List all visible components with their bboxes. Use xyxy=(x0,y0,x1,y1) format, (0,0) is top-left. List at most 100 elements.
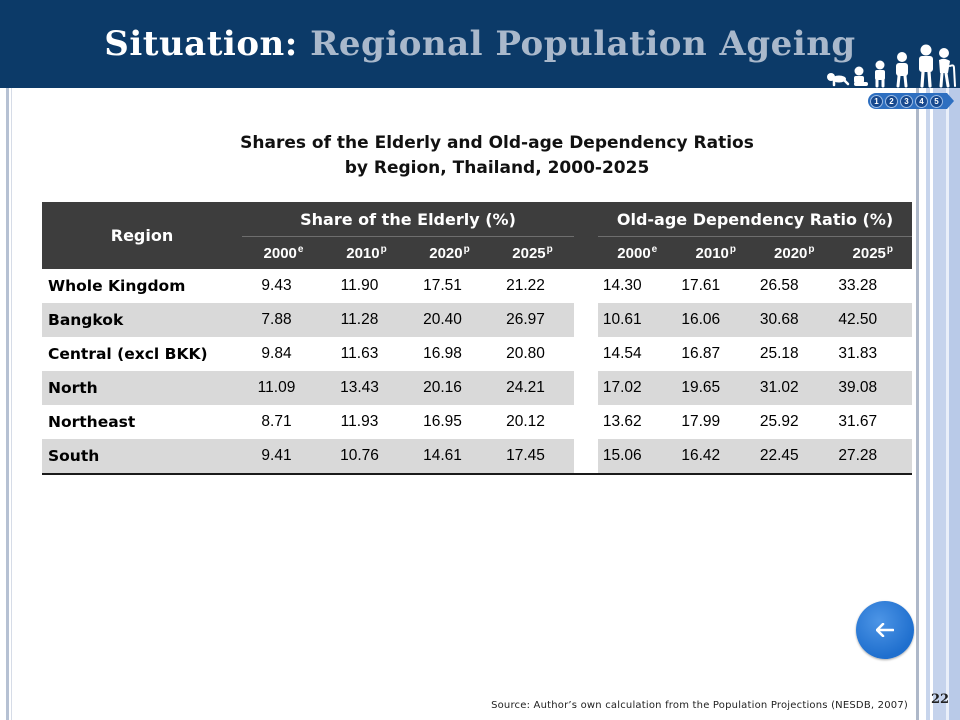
dependency-ratio-cell: 16.06 xyxy=(676,303,756,337)
year-label: 2025 xyxy=(852,244,886,262)
column-gap xyxy=(574,371,599,405)
elderly-share-cell: 17.51 xyxy=(423,277,462,294)
table-row: Whole Kingdom 9.43 11.90 17.51 21.22 14.… xyxy=(42,269,912,303)
teen-icon xyxy=(896,52,908,88)
dependency-ratio-cell: 31.67 xyxy=(838,413,878,430)
dependency-ratio-cell: 31.02 xyxy=(755,371,834,405)
dependency-ratio-cell: 14.30 xyxy=(602,277,642,294)
dependency-ratio-cell: 19.65 xyxy=(676,371,756,405)
year-header: 2010p xyxy=(676,236,756,269)
table-row: Central (excl BKK) 9.84 11.63 16.98 20.8… xyxy=(42,337,912,371)
year-mark: e xyxy=(297,243,304,255)
elderly-share-cell: 16.95 xyxy=(423,413,462,430)
year-header: 2020p xyxy=(408,236,491,269)
region-cell: Northeast xyxy=(48,413,136,431)
header-row-groups: Region Share of the Elderly (%) Old-age … xyxy=(42,202,913,269)
dependency-ratio-cell: 15.06 xyxy=(598,439,677,475)
elderly-share-cell: 16.98 xyxy=(423,345,462,362)
region-cell: Whole Kingdom xyxy=(48,277,186,295)
dependency-ratio-cell: 31.83 xyxy=(838,345,878,362)
elderly-share-cell: 11.90 xyxy=(340,277,379,294)
elderly-share-cell: 11.28 xyxy=(325,303,408,337)
elderly-share-cell: 21.22 xyxy=(506,277,545,294)
region-cell: Central (excl BKK) xyxy=(48,345,208,363)
year-label: 2000 xyxy=(617,244,651,262)
table-row: North 11.09 13.43 20.16 24.21 17.02 19.6… xyxy=(42,371,913,405)
elderly-share-group-header: Share of the Elderly (%) xyxy=(242,202,575,237)
region-cell: North xyxy=(42,371,242,405)
step-5-link[interactable]: 5 xyxy=(930,94,943,108)
table-row: South 9.41 10.76 14.61 17.45 15.06 16.42… xyxy=(42,439,913,475)
step-3-link[interactable]: 3 xyxy=(900,94,913,108)
header-row-years: 2000e 2010p 2020p 2025p 2000e 2010p 2020… xyxy=(42,236,913,269)
year-mark: e xyxy=(651,243,658,255)
elderly-share-cell: 17.45 xyxy=(491,439,575,475)
slide-header: Situation: Regional Population Ageing xyxy=(0,0,960,88)
source-note: Source: Author’s own calculation from th… xyxy=(491,700,908,711)
table-row: Northeast 8.71 11.93 16.95 20.12 13.62 1… xyxy=(42,405,912,439)
elderly-share-cell: 8.71 xyxy=(261,413,292,430)
year-label: 2010 xyxy=(346,244,380,262)
ageing-stages-icon xyxy=(827,44,956,88)
dependency-ratio-cell: 25.92 xyxy=(759,413,799,430)
column-gap xyxy=(574,303,599,337)
step-4-link[interactable]: 4 xyxy=(915,94,928,108)
caption-line-1: Shares of the Elderly and Old-age Depend… xyxy=(240,133,754,153)
elderly-share-cell: 20.40 xyxy=(408,303,491,337)
title-lead: Situation: xyxy=(104,24,298,64)
dependency-ratio-cell: 16.42 xyxy=(676,439,756,475)
elderly-share-cell: 26.97 xyxy=(491,303,575,337)
year-label: 2020 xyxy=(774,244,808,262)
year-label: 2000 xyxy=(263,244,297,262)
year-header: 2000e xyxy=(242,236,325,269)
column-gap xyxy=(574,202,599,269)
elderly-share-cell: 11.09 xyxy=(242,371,325,405)
title-topic: Regional Population Ageing xyxy=(310,24,856,64)
year-mark: p xyxy=(886,243,894,255)
caption-line-2: by Region, Thailand, 2000-2025 xyxy=(344,158,650,178)
slide-title: Situation: Regional Population Ageing xyxy=(0,22,960,66)
column-gap xyxy=(574,439,599,475)
step-nav-arrow-icon xyxy=(947,93,954,109)
year-header: 2020p xyxy=(755,236,834,269)
year-mark: p xyxy=(380,243,387,255)
dependency-ratio-cell: 17.99 xyxy=(681,413,721,430)
elderly-share-cell: 24.21 xyxy=(491,371,575,405)
dependency-ratio-cell: 26.58 xyxy=(759,277,799,294)
elderly-share-cell: 9.41 xyxy=(242,439,325,475)
dependency-ratio-cell: 39.08 xyxy=(833,371,913,405)
dependency-ratio-cell: 25.18 xyxy=(759,345,799,362)
section-step-nav: 1 2 3 4 5 xyxy=(868,93,954,109)
elderly-share-cell: 11.93 xyxy=(340,413,379,430)
dependency-ratio-cell: 30.68 xyxy=(755,303,834,337)
dependency-ratio-cell: 16.87 xyxy=(681,345,721,362)
left-border-rule xyxy=(6,88,9,720)
step-1-link[interactable]: 1 xyxy=(870,94,883,108)
elderly-share-cell: 11.63 xyxy=(340,345,379,362)
dependency-ratio-cell: 14.54 xyxy=(602,345,642,362)
step-2-link[interactable]: 2 xyxy=(885,94,898,108)
elderly-share-cell: 10.76 xyxy=(325,439,408,475)
dependency-ratio-group-header: Old-age Dependency Ratio (%) xyxy=(598,202,913,237)
table-row: Bangkok 7.88 11.28 20.40 26.97 10.61 16.… xyxy=(42,303,913,337)
adult-icon xyxy=(919,44,933,88)
toddler-icon xyxy=(854,66,868,86)
left-border-rule-thin xyxy=(11,88,12,720)
year-label: 2020 xyxy=(429,244,463,262)
year-label: 2010 xyxy=(695,244,729,262)
elderly-share-cell: 9.43 xyxy=(261,277,292,294)
year-header: 2025p xyxy=(491,236,575,269)
year-header: 2010p xyxy=(325,236,408,269)
elderly-with-cane-icon xyxy=(939,48,956,88)
dependency-ratio-cell: 17.61 xyxy=(681,277,721,294)
back-button[interactable] xyxy=(856,601,914,659)
dependency-ratio-cell: 10.61 xyxy=(598,303,677,337)
elderly-share-cell: 13.43 xyxy=(325,371,408,405)
child-icon xyxy=(875,60,885,88)
column-gap xyxy=(574,269,598,303)
elderly-share-cell: 20.16 xyxy=(408,371,491,405)
year-mark: p xyxy=(729,243,736,255)
year-header: 2025p xyxy=(833,236,913,269)
column-gap xyxy=(574,337,598,371)
dependency-ratio-cell: 33.28 xyxy=(838,277,878,294)
